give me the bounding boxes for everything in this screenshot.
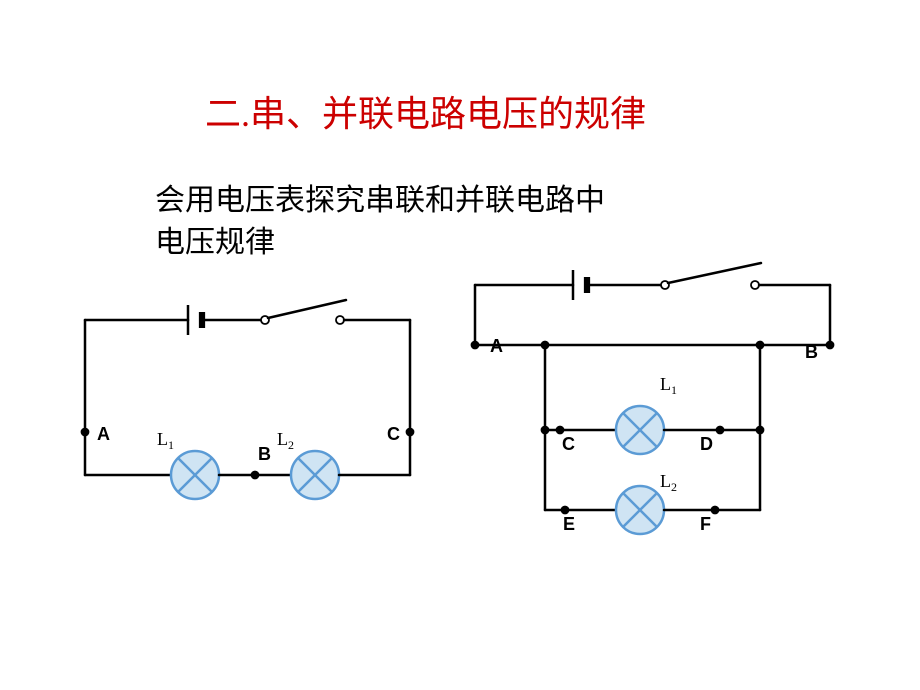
- bulb-icon: [171, 451, 219, 499]
- svg-text:A: A: [490, 336, 503, 356]
- switch-icon: [661, 263, 761, 289]
- bulb-icon: [616, 406, 664, 454]
- bulb-label: L2: [660, 471, 677, 494]
- battery-icon: [573, 270, 587, 300]
- switch-icon: [261, 300, 346, 324]
- circuit-diagrams: L1 L2 A B C L1 L2 A B C D E F: [0, 0, 920, 560]
- svg-text:E: E: [563, 514, 575, 534]
- svg-text:B: B: [805, 342, 818, 362]
- svg-text:D: D: [700, 434, 713, 454]
- svg-text:A: A: [97, 424, 110, 444]
- bulb-label: L2: [277, 429, 294, 452]
- bulb-icon: [291, 451, 339, 499]
- parallel-circuit: L1 L2 A B C D E F: [472, 263, 834, 534]
- battery-icon: [188, 305, 202, 335]
- series-circuit: L1 L2 A B C: [82, 300, 414, 499]
- bulb-label: L1: [157, 429, 174, 452]
- svg-text:F: F: [700, 514, 711, 534]
- bulb-icon: [616, 486, 664, 534]
- svg-text:C: C: [562, 434, 575, 454]
- svg-text:B: B: [258, 444, 271, 464]
- bulb-label: L1: [660, 374, 677, 397]
- svg-text:C: C: [387, 424, 400, 444]
